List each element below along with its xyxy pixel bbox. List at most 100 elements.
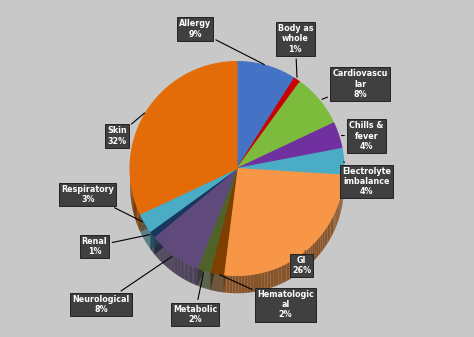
Polygon shape bbox=[135, 201, 136, 222]
Polygon shape bbox=[297, 255, 299, 275]
Polygon shape bbox=[133, 193, 134, 215]
Polygon shape bbox=[237, 62, 294, 168]
Polygon shape bbox=[190, 265, 191, 283]
Text: Body as
whole
1%: Body as whole 1% bbox=[277, 24, 313, 77]
Polygon shape bbox=[140, 168, 237, 232]
Polygon shape bbox=[333, 212, 335, 233]
Polygon shape bbox=[299, 254, 301, 273]
Polygon shape bbox=[175, 256, 176, 274]
Polygon shape bbox=[139, 211, 140, 232]
Polygon shape bbox=[224, 275, 227, 293]
Polygon shape bbox=[177, 257, 178, 276]
Polygon shape bbox=[259, 273, 262, 291]
Polygon shape bbox=[326, 225, 328, 246]
Polygon shape bbox=[194, 267, 195, 285]
Polygon shape bbox=[273, 268, 276, 287]
Polygon shape bbox=[264, 271, 267, 289]
Polygon shape bbox=[338, 201, 339, 222]
Text: Allergy
9%: Allergy 9% bbox=[179, 20, 264, 65]
Polygon shape bbox=[335, 210, 336, 230]
Polygon shape bbox=[130, 62, 237, 214]
Polygon shape bbox=[287, 262, 289, 281]
Polygon shape bbox=[181, 259, 182, 278]
Polygon shape bbox=[179, 258, 180, 277]
Text: Neurological
8%: Neurological 8% bbox=[72, 256, 172, 314]
Polygon shape bbox=[161, 244, 162, 263]
Polygon shape bbox=[210, 168, 237, 290]
Polygon shape bbox=[195, 267, 196, 285]
Polygon shape bbox=[224, 168, 237, 293]
Polygon shape bbox=[178, 258, 179, 276]
Polygon shape bbox=[309, 246, 310, 266]
Polygon shape bbox=[237, 149, 344, 175]
Polygon shape bbox=[237, 123, 342, 168]
Polygon shape bbox=[155, 168, 237, 268]
Polygon shape bbox=[156, 239, 157, 257]
Polygon shape bbox=[172, 253, 173, 272]
Polygon shape bbox=[165, 248, 166, 266]
Polygon shape bbox=[163, 245, 164, 264]
Polygon shape bbox=[315, 240, 317, 259]
Polygon shape bbox=[253, 274, 256, 292]
Polygon shape bbox=[173, 254, 174, 273]
Polygon shape bbox=[324, 228, 326, 248]
Polygon shape bbox=[185, 262, 186, 280]
Polygon shape bbox=[341, 190, 342, 211]
Polygon shape bbox=[224, 168, 237, 293]
Polygon shape bbox=[267, 270, 270, 289]
Polygon shape bbox=[193, 266, 194, 284]
Polygon shape bbox=[167, 250, 168, 268]
Polygon shape bbox=[337, 204, 338, 225]
Polygon shape bbox=[306, 248, 309, 268]
Polygon shape bbox=[317, 237, 319, 257]
Polygon shape bbox=[169, 251, 170, 270]
Polygon shape bbox=[237, 82, 334, 168]
Text: Skin
32%: Skin 32% bbox=[107, 113, 145, 146]
Polygon shape bbox=[210, 168, 237, 290]
Polygon shape bbox=[159, 242, 160, 261]
Polygon shape bbox=[164, 247, 165, 266]
Polygon shape bbox=[198, 168, 237, 286]
Text: Cardiovascu
lar
8%: Cardiovascu lar 8% bbox=[322, 69, 388, 99]
Polygon shape bbox=[150, 168, 237, 249]
Polygon shape bbox=[198, 168, 237, 286]
Polygon shape bbox=[301, 252, 304, 272]
Polygon shape bbox=[328, 223, 329, 243]
Polygon shape bbox=[237, 168, 344, 193]
Polygon shape bbox=[150, 168, 237, 249]
Polygon shape bbox=[198, 168, 237, 272]
Polygon shape bbox=[289, 260, 292, 280]
Polygon shape bbox=[236, 275, 238, 293]
Polygon shape bbox=[310, 244, 313, 264]
Polygon shape bbox=[176, 256, 177, 275]
Polygon shape bbox=[250, 274, 253, 293]
Polygon shape bbox=[196, 267, 197, 285]
Polygon shape bbox=[329, 220, 330, 241]
Polygon shape bbox=[187, 263, 188, 281]
Polygon shape bbox=[186, 263, 187, 281]
Polygon shape bbox=[131, 183, 132, 204]
Polygon shape bbox=[241, 275, 244, 293]
Polygon shape bbox=[210, 168, 237, 275]
Polygon shape bbox=[284, 263, 287, 282]
Polygon shape bbox=[171, 252, 172, 271]
Polygon shape bbox=[237, 78, 300, 168]
Text: Hematologic
al
2%: Hematologic al 2% bbox=[219, 275, 314, 319]
Polygon shape bbox=[184, 262, 185, 280]
Polygon shape bbox=[270, 269, 273, 288]
Polygon shape bbox=[132, 190, 133, 211]
Polygon shape bbox=[174, 255, 175, 274]
Polygon shape bbox=[155, 168, 237, 254]
Polygon shape bbox=[155, 168, 237, 254]
Polygon shape bbox=[192, 266, 193, 284]
Polygon shape bbox=[170, 252, 171, 270]
Polygon shape bbox=[313, 242, 315, 262]
Polygon shape bbox=[279, 266, 282, 285]
Polygon shape bbox=[182, 260, 183, 279]
Polygon shape bbox=[262, 272, 264, 290]
Polygon shape bbox=[238, 275, 241, 293]
Text: Respiratory
3%: Respiratory 3% bbox=[62, 185, 143, 222]
Polygon shape bbox=[168, 250, 169, 269]
Polygon shape bbox=[339, 198, 340, 219]
Polygon shape bbox=[276, 267, 279, 286]
